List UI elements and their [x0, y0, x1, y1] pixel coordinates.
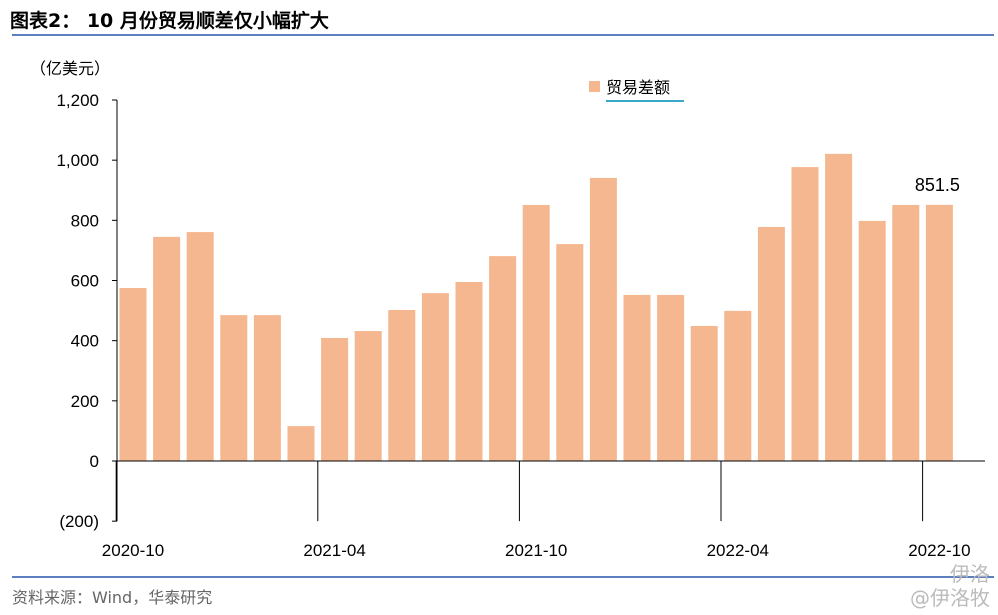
bar-2020-12 — [186, 232, 214, 461]
bar-2022-05 — [757, 226, 785, 461]
bar-2021-09 — [489, 256, 517, 461]
y-tick-label: (200) — [59, 512, 99, 531]
y-axis-unit: （亿美元） — [30, 60, 110, 78]
bar-2022-04 — [724, 310, 752, 461]
x-tick-label: 2020-10 — [102, 541, 164, 560]
source-note: 资料来源：Wind，华泰研究 — [12, 588, 213, 607]
bar-2022-10 — [925, 204, 953, 461]
bar-2022-01 — [623, 294, 651, 461]
y-tick-label: 1,000 — [56, 151, 99, 170]
bar-2021-11 — [556, 244, 584, 461]
bar-2021-10 — [522, 204, 550, 461]
title-divider — [12, 34, 994, 36]
bar-2021-03 — [287, 426, 315, 461]
chart-title: 图表2： 10 月份贸易顺差仅小幅扩大 — [10, 10, 329, 32]
legend-swatch — [589, 81, 600, 92]
bar-2021-06 — [388, 309, 416, 461]
x-tick-label: 2022-10 — [908, 541, 970, 560]
bar-2021-07 — [421, 293, 449, 461]
bar-2022-08 — [858, 220, 886, 461]
watermark-logo: 伊洛 @伊洛牧 — [910, 562, 990, 610]
bar-2021-12 — [589, 177, 617, 461]
y-tick-label: 1,200 — [56, 91, 99, 110]
legend-label: 贸易差额 — [606, 79, 670, 97]
footer-divider — [12, 576, 994, 578]
bar-2021-01 — [220, 315, 248, 461]
x-tick-label: 2021-04 — [303, 541, 365, 560]
bar-2022-09 — [892, 204, 920, 461]
y-tick-label: 800 — [71, 211, 99, 230]
bar-2021-05 — [354, 331, 382, 461]
bar-2022-02 — [657, 294, 685, 461]
x-tick-label: 2021-10 — [505, 541, 567, 560]
y-tick-label: 200 — [71, 392, 99, 411]
bar-2020-10 — [119, 288, 147, 461]
bar-2020-11 — [153, 236, 181, 461]
y-tick-label: 0 — [90, 452, 99, 471]
bar-2022-07 — [825, 153, 853, 461]
bar-2022-06 — [791, 167, 819, 462]
bar-2022-03 — [690, 325, 718, 461]
data-label: 851.5 — [915, 175, 960, 195]
x-tick-label: 2022-04 — [707, 541, 769, 560]
bar-2021-02 — [253, 315, 281, 461]
bar-2021-08 — [455, 282, 483, 461]
bar-2021-04 — [321, 337, 349, 461]
y-tick-label: 400 — [71, 332, 99, 351]
y-tick-label: 600 — [71, 272, 99, 291]
